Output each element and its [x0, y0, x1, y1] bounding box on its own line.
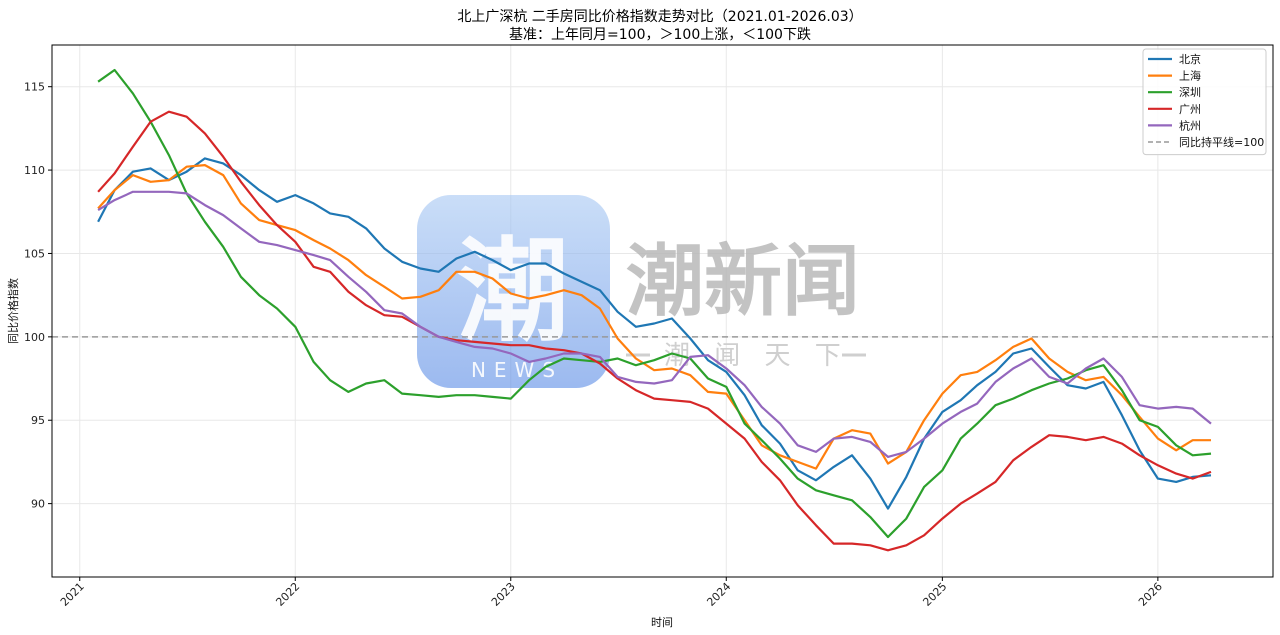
legend-entry-label: 杭州: [1179, 118, 1201, 132]
watermark-news-text: NEWS: [471, 358, 563, 382]
legend-entry-label: 广州: [1179, 103, 1201, 116]
x-tick-label: 2024: [704, 580, 733, 609]
chart-subtitle: 基准：上年同月=100，＞100上涨，＜100下跌: [509, 26, 811, 43]
y-tick-label: 100: [24, 331, 45, 344]
x-tick-label: 2022: [273, 580, 302, 609]
x-axis-ticks: 2021 2022 2023 2024 2025 2026: [58, 577, 1165, 609]
x-tick-label: 2021: [58, 580, 87, 609]
series-line-4: [97, 110, 1212, 552]
series-line-3: [97, 68, 1212, 539]
series-line-5: [97, 190, 1212, 458]
y-axis-ticks: 90 95 100 105 110 115: [24, 81, 52, 511]
series-line-2: [97, 164, 1211, 470]
y-tick-label: 90: [31, 498, 45, 511]
watermark-logo-char: 潮: [457, 227, 569, 357]
series-lines: [97, 68, 1212, 552]
y-tick-label: 105: [24, 247, 45, 260]
legend-entry-label-reference: 同比持平线=100: [1179, 135, 1264, 149]
series-line-1: [97, 157, 1212, 510]
watermark-brand: 潮新闻: [626, 237, 860, 327]
chart-title: 北上广深杭 二手房同比价格指数走势对比（2021.01-2026.03）: [457, 9, 862, 25]
legend-entry-label: 北京: [1179, 52, 1201, 66]
y-tick-label: 115: [24, 81, 45, 94]
x-axis-label: 时间: [651, 616, 673, 629]
x-tick-label: 2023: [489, 580, 518, 609]
legend-box: [1142, 48, 1267, 156]
legend-entry-label: 上海: [1179, 69, 1201, 83]
legend-entry-label: 深圳: [1179, 86, 1201, 99]
y-axis-label: 同比价格指数: [6, 278, 20, 344]
y-tick-label: 110: [24, 164, 45, 177]
x-tick-label: 2025: [920, 580, 949, 609]
plot-frame: [51, 44, 1274, 578]
x-tick-label: 2026: [1136, 580, 1165, 609]
watermark: 潮 NEWS 潮新闻 潮 闻 天 下: [417, 195, 866, 388]
watermark-logo-icon: [417, 195, 610, 388]
y-tick-label: 95: [31, 414, 45, 427]
